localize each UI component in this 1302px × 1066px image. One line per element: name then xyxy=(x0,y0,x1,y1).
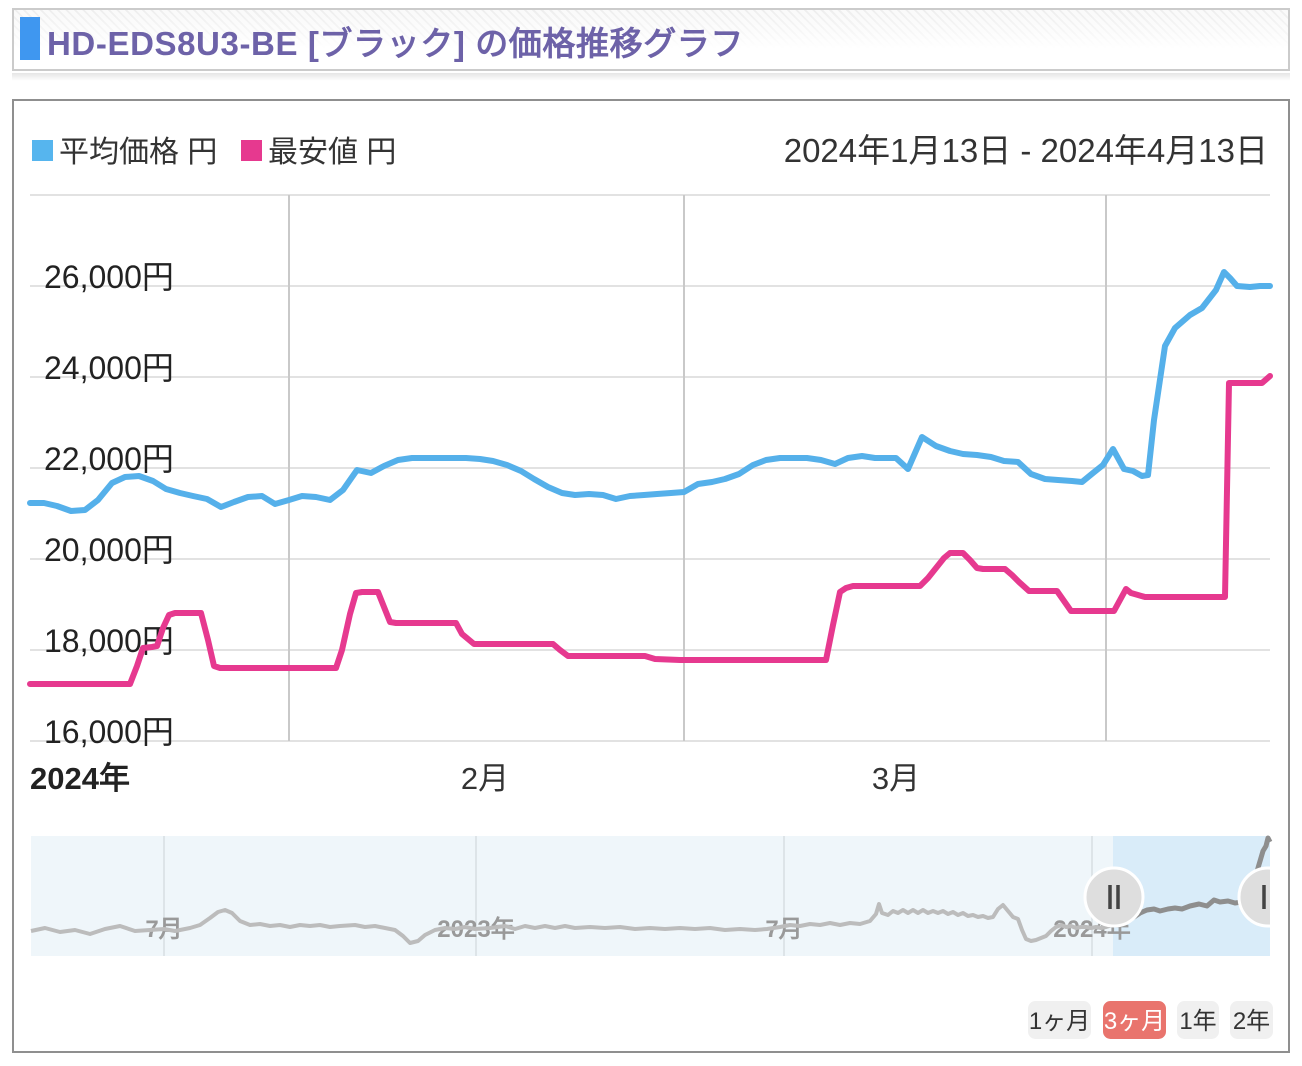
svg-text:2年: 2年 xyxy=(1233,1008,1270,1035)
svg-text:20,000円: 20,000円 xyxy=(44,532,174,568)
svg-text:18,000円: 18,000円 xyxy=(44,623,174,659)
svg-text:2月: 2月 xyxy=(461,761,509,796)
svg-text:16,000円: 16,000円 xyxy=(44,714,174,750)
svg-text:22,000円: 22,000円 xyxy=(44,441,174,477)
svg-text:2024年1月13日 - 2024年4月13日: 2024年1月13日 - 2024年4月13日 xyxy=(784,132,1268,169)
svg-text:1年: 1年 xyxy=(1179,1008,1216,1035)
svg-text:26,000円: 26,000円 xyxy=(44,259,174,295)
svg-text:3ヶ月: 3ヶ月 xyxy=(1104,1008,1165,1035)
svg-text:最安値 円: 最安値 円 xyxy=(268,136,396,169)
svg-text:3月: 3月 xyxy=(872,761,920,796)
svg-text:平均価格 円: 平均価格 円 xyxy=(59,136,217,169)
svg-text:24,000円: 24,000円 xyxy=(44,350,174,386)
svg-text:1ヶ月: 1ヶ月 xyxy=(1029,1008,1090,1035)
svg-text:2024年: 2024年 xyxy=(30,761,130,796)
